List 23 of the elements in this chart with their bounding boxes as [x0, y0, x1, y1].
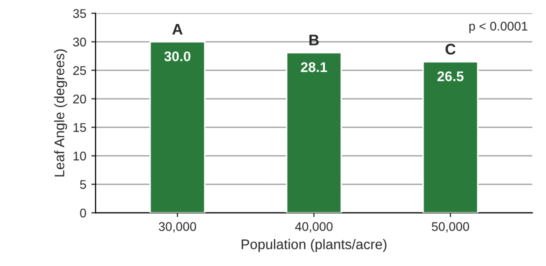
- annotation: C: [446, 44, 456, 55]
- x-tick-label: 30,000: [158, 222, 196, 232]
- data-label: 28.1: [300, 62, 328, 72]
- y-tick-label: 20: [73, 94, 86, 104]
- y-tick-label: 5: [80, 180, 86, 189]
- y-tick-label: 15: [74, 123, 86, 132]
- data-label: 26.5: [437, 71, 464, 82]
- y-axis-title: Leaf Angle (degrees): [54, 49, 68, 176]
- annotation: A: [172, 24, 183, 34]
- x-tick-label: 50,000: [432, 222, 470, 232]
- y-tick-label: 30: [73, 38, 86, 46]
- bar: [286, 52, 342, 213]
- y-tick-label: 25: [73, 66, 86, 75]
- annotation: p < 0.0001: [469, 22, 528, 34]
- data-label: 30.0: [164, 51, 190, 62]
- y-tick-label: 0: [80, 208, 86, 218]
- bar: [149, 41, 206, 213]
- x-axis-title: Population (plants/acre): [242, 239, 386, 252]
- y-tick-label: 10: [74, 152, 86, 160]
- x-tick-label: 40,000: [295, 222, 333, 232]
- y-tick-label: 35: [73, 9, 86, 18]
- annotation: B: [309, 34, 319, 46]
- bar: [422, 61, 478, 213]
